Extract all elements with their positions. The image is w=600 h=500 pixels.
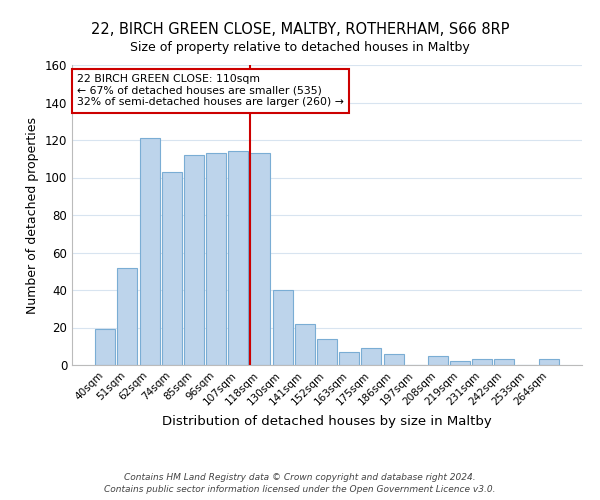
Bar bbox=[295, 324, 315, 365]
Text: Size of property relative to detached houses in Maltby: Size of property relative to detached ho… bbox=[130, 41, 470, 54]
Bar bbox=[140, 138, 160, 365]
Bar bbox=[539, 360, 559, 365]
Bar bbox=[317, 339, 337, 365]
Bar bbox=[428, 356, 448, 365]
Bar bbox=[472, 360, 492, 365]
Bar bbox=[228, 151, 248, 365]
Bar bbox=[383, 354, 404, 365]
Bar bbox=[339, 352, 359, 365]
Bar bbox=[361, 348, 382, 365]
X-axis label: Distribution of detached houses by size in Maltby: Distribution of detached houses by size … bbox=[162, 415, 492, 428]
Text: Contains public sector information licensed under the Open Government Licence v3: Contains public sector information licen… bbox=[104, 485, 496, 494]
Bar bbox=[450, 361, 470, 365]
Bar bbox=[118, 268, 137, 365]
Bar bbox=[494, 360, 514, 365]
Text: Contains HM Land Registry data © Crown copyright and database right 2024.: Contains HM Land Registry data © Crown c… bbox=[124, 472, 476, 482]
Text: 22 BIRCH GREEN CLOSE: 110sqm
← 67% of detached houses are smaller (535)
32% of s: 22 BIRCH GREEN CLOSE: 110sqm ← 67% of de… bbox=[77, 74, 344, 107]
Bar bbox=[162, 172, 182, 365]
Bar bbox=[206, 153, 226, 365]
Y-axis label: Number of detached properties: Number of detached properties bbox=[26, 116, 39, 314]
Text: 22, BIRCH GREEN CLOSE, MALTBY, ROTHERHAM, S66 8RP: 22, BIRCH GREEN CLOSE, MALTBY, ROTHERHAM… bbox=[91, 22, 509, 38]
Bar bbox=[272, 290, 293, 365]
Bar bbox=[95, 330, 115, 365]
Bar bbox=[184, 155, 204, 365]
Bar bbox=[250, 153, 271, 365]
